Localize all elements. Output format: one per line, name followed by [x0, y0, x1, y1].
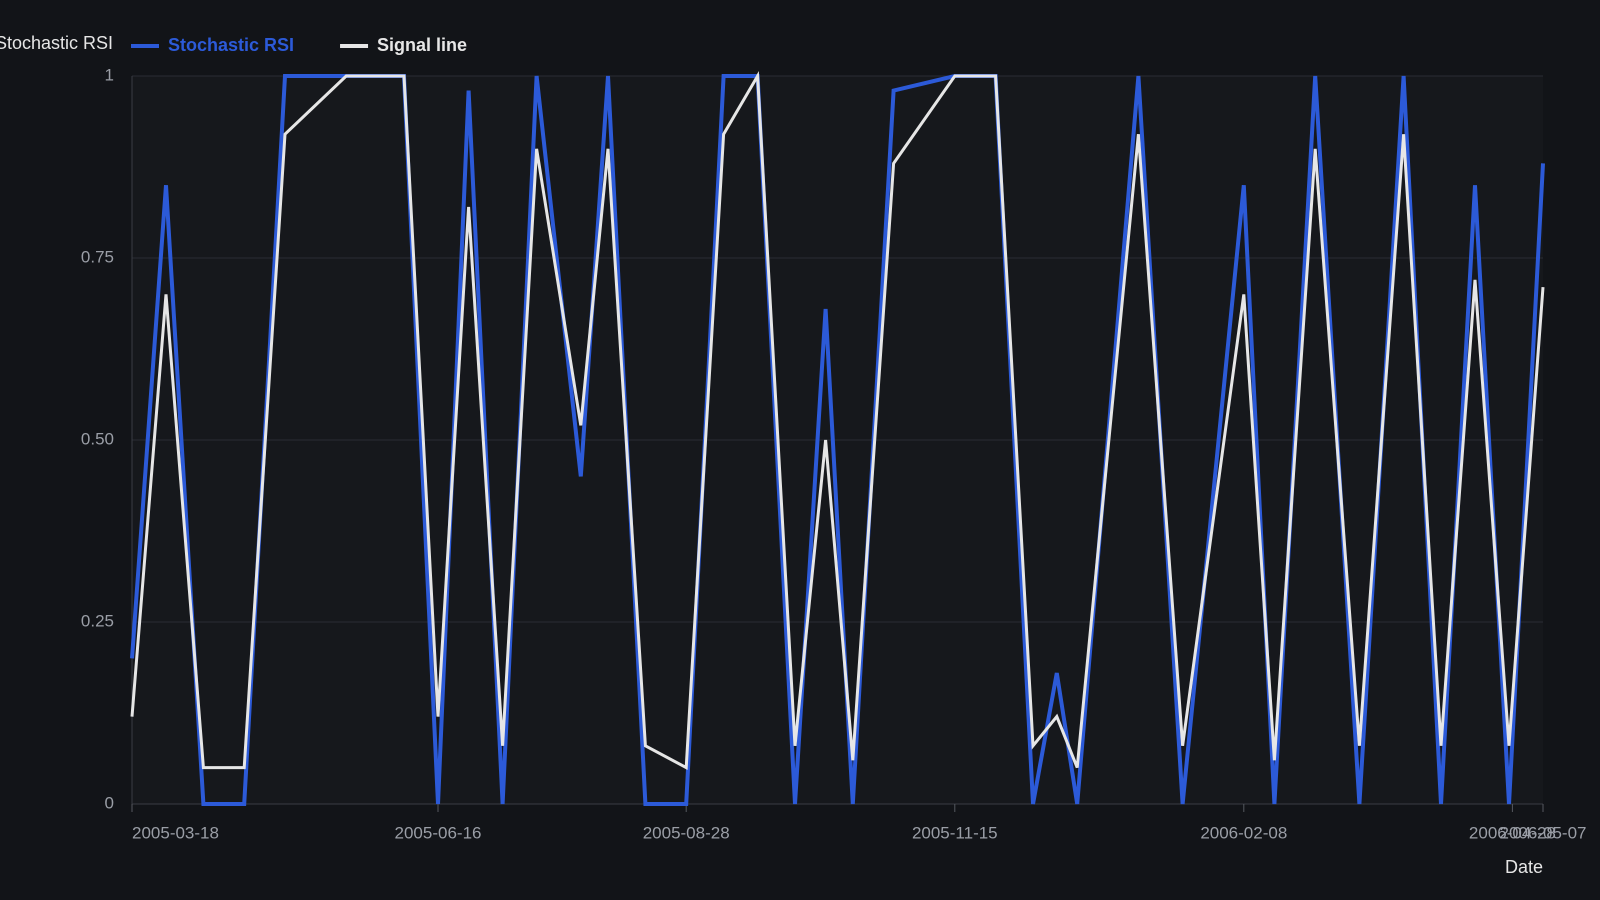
y-tick-label: 0.75	[81, 247, 114, 266]
x-tick-label: 2005-11-15	[912, 823, 998, 842]
y-tick-label: 0	[105, 793, 114, 812]
legend-label: Stochastic RSI	[168, 35, 294, 55]
legend-label: Signal line	[377, 35, 467, 55]
x-tick-label: 2006-05-07	[1500, 823, 1587, 842]
x-tick-label: 2005-03-18	[132, 823, 219, 842]
y-tick-label: 1	[105, 65, 114, 84]
x-tick-label: 2005-06-16	[395, 823, 482, 842]
x-tick-label: 2006-04-28	[1469, 823, 1556, 842]
x-tick-label: 2005-08-28	[643, 823, 730, 842]
x-axis-label: Date	[1505, 857, 1543, 877]
series-line	[130, 70, 1545, 771]
y-tick-label: 0.25	[81, 611, 114, 630]
y-tick-label: 0.50	[81, 429, 114, 448]
x-tick-label: 2006-02-08	[1200, 823, 1287, 842]
y-axis-label: Stochastic RSI	[0, 33, 113, 53]
